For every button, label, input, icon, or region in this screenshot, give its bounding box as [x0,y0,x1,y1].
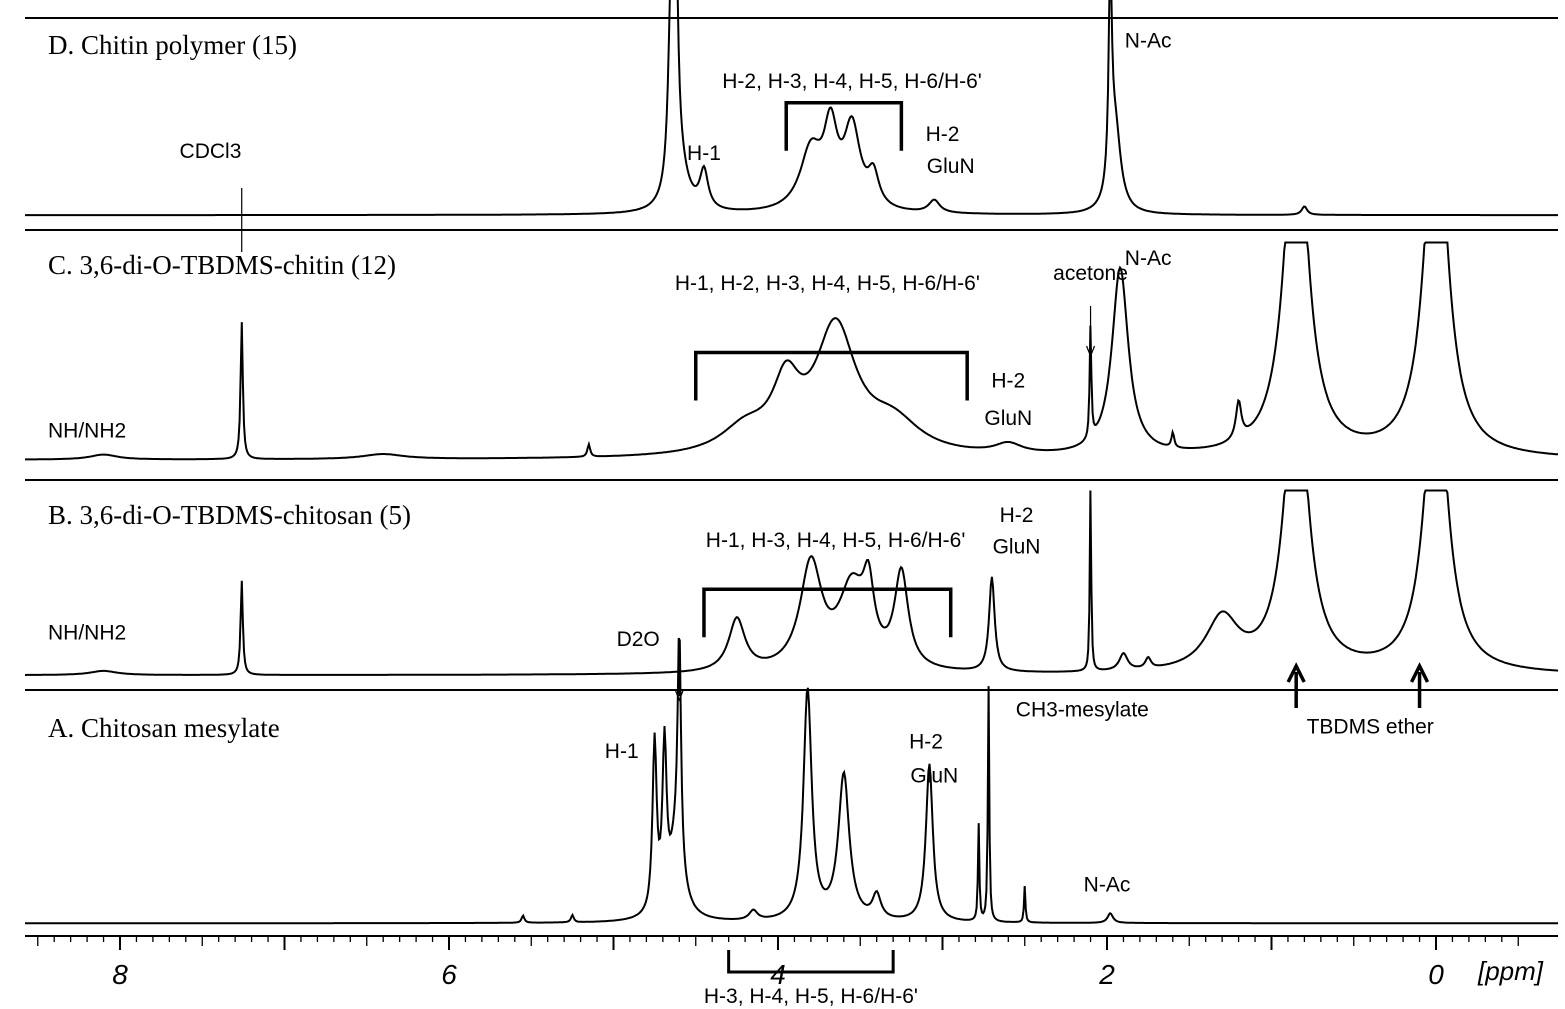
peak-label: N-Ac [1125,247,1172,270]
peak-label: GluN [993,536,1041,559]
d2o-arrowhead [674,689,684,702]
region-bracket [702,587,953,638]
peak-label: NH/NH2 [48,622,126,645]
spectrum-line [25,241,1558,461]
x-tick-label: 6 [441,959,457,990]
tbdms-arrowhead [1409,662,1430,683]
peak-label: H-1 [687,142,721,165]
region-bracket [784,101,904,151]
x-axis-label: [ppm] [1477,956,1544,986]
peak-label: TBDMS ether [1307,716,1434,739]
peak-label: H-2 [926,123,960,146]
panel-title: B. 3,6-di-O-TBDMS-chitosan (5) [48,500,411,530]
x-axis-ticks [37,936,1519,950]
peak-label: H-2, H-3, H-4, H-5, H-6/H-6' [722,70,982,93]
panel-a: A. Chitosan mesylate CH3-mesylate H-1 H-2 Gl… [25,637,1558,925]
peak-label: acetone [1053,262,1128,285]
x-axis-tick-labels: 8 6 4 2 0 [112,959,1444,990]
spectrum-line [25,637,1558,925]
tbdms-arrowhead [1286,662,1306,683]
spectrum-line [25,489,1559,676]
peak-label: GluN [927,155,975,178]
x-tick-label: 0 [1428,959,1444,990]
peak-label: CDCl3 [180,140,242,163]
panel-title: C. 3,6-di-O-TBDMS-chitin (12) [48,250,396,280]
panel-b: B. 3,6-di-O-TBDMS-chitosan (5) H-2 GluN H-1… [25,479,1559,702]
peak-label: GluN [984,407,1032,430]
peak-label: H-2 [909,730,943,753]
acetone-arrowhead [1085,345,1096,358]
panel-c: C. 3,6-di-O-TBDMS-chitin (12) acetoneN-Ac… [25,229,1558,461]
peak-label: NH/NH2 [48,420,126,443]
panel-title: D. Chitin polymer (15) [48,30,297,60]
axis-annotation-bracket [727,950,895,974]
x-tick-label: 4 [770,959,786,990]
region-bracket [694,350,969,401]
panel-title: A. Chitosan mesylate [48,713,280,743]
x-tick-label: 2 [1098,959,1115,990]
x-axis: 8 6 4 2 0 [ppm] [25,935,1558,990]
spectra-panels: D. Chitin polymer (15) N-Ac H-2, H-3, H-4,… [25,0,1559,925]
peak-label: H-1 [605,740,639,763]
peak-label: H-1, H-2, H-3, H-4, H-5, H-6/H-6' [675,272,980,295]
peak-label: H-1, H-3, H-4, H-5, H-6/H-6' [706,529,966,552]
peak-label: H-2 [991,370,1025,393]
panel-d: D. Chitin polymer (15) N-Ac H-2, H-3, H-4,… [25,0,1558,252]
axis-annotation: H-3, H-4, H-5, H-6/H-6' [704,950,918,1008]
peak-label: H-2 [1000,504,1034,527]
x-tick-label: 8 [112,959,128,990]
peak-label: CH3-mesylate [1016,699,1149,722]
peak-label: D2O [617,628,660,651]
peak-label: N-Ac [1084,874,1131,897]
peak-label: GluN [910,764,958,787]
axis-annotation-label: H-3, H-4, H-5, H-6/H-6' [704,985,918,1008]
peak-label: N-Ac [1125,30,1172,53]
spectrum-line [25,0,1558,217]
